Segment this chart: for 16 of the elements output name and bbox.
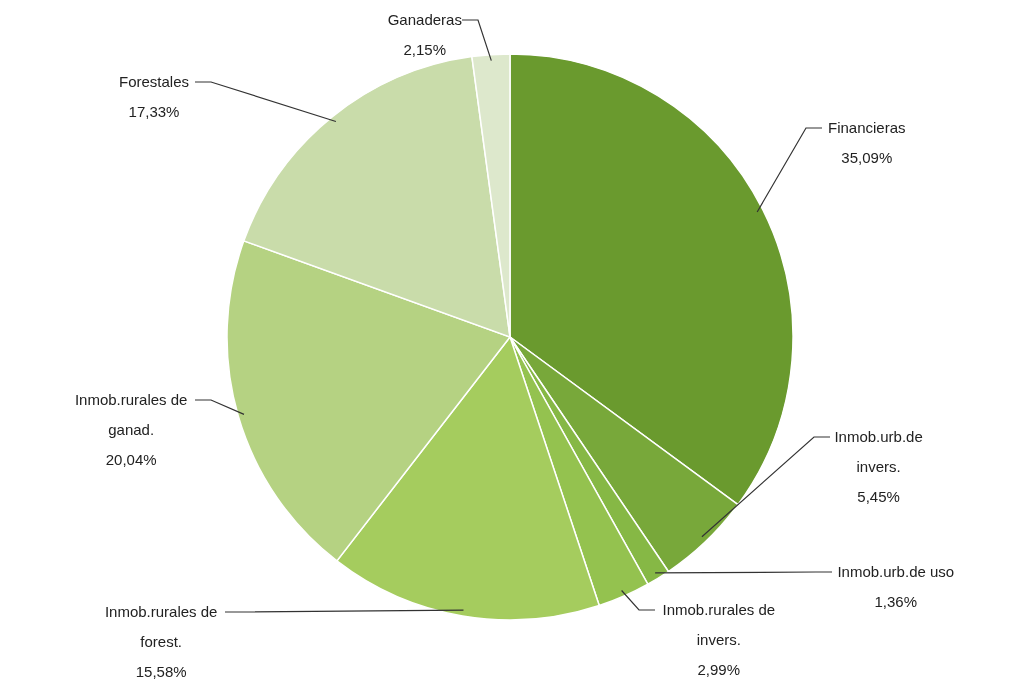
slice-label: Inmob.urb.de uso bbox=[837, 563, 955, 580]
slice-label: Inmob.urb.de invers. bbox=[834, 428, 923, 475]
data-label: 2,99% bbox=[697, 661, 741, 678]
slice-label: Inmob.rurales de ganad. bbox=[74, 391, 188, 438]
data-label: 5,45% bbox=[857, 488, 900, 505]
data-label: 17,33% bbox=[128, 103, 180, 120]
data-label: 2,15% bbox=[403, 41, 447, 58]
slice-label: Inmob.rurales de forest. bbox=[104, 603, 218, 650]
data-label: 1,36% bbox=[874, 593, 918, 610]
slice-label: Inmob.rurales de invers. bbox=[662, 601, 776, 648]
data-label: 15,58% bbox=[135, 663, 187, 680]
data-label: 20,04% bbox=[105, 451, 157, 468]
data-label: 35,09% bbox=[841, 149, 893, 166]
slice-label: Forestales bbox=[118, 73, 190, 90]
slice-label: Financieras bbox=[828, 119, 906, 136]
slice-label: Ganaderas bbox=[387, 11, 462, 28]
